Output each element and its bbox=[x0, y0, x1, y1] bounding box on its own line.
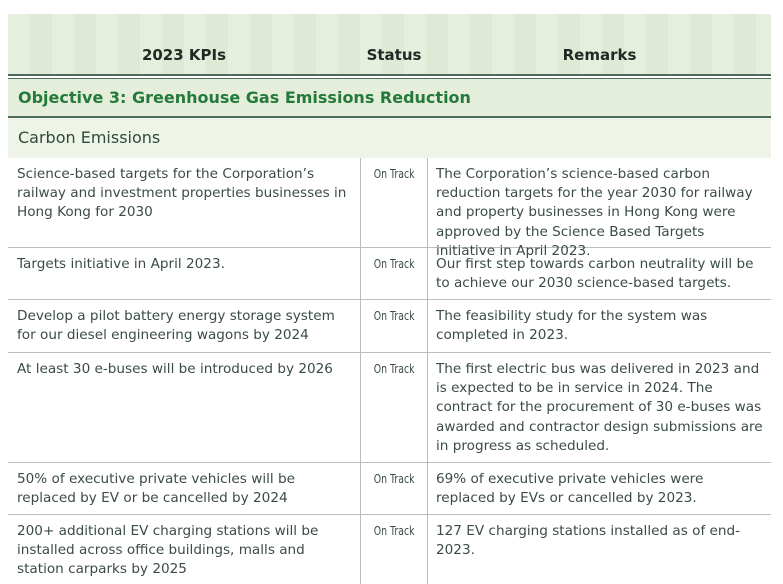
table-row: At least 30 e-buses will be introduced b… bbox=[8, 353, 771, 463]
status-text: On Track bbox=[373, 309, 415, 323]
remarks-cell: The feasibility study for the system was… bbox=[436, 308, 708, 344]
column-header: 2023 KPIs bbox=[141, 46, 227, 64]
table-header: 2023 KPIs Status Remarks bbox=[8, 14, 771, 76]
status-text: On Track bbox=[373, 362, 415, 376]
kpi-cell: Develop a pilot battery energy storage s… bbox=[17, 308, 335, 344]
kpi-cell: 200+ additional EV charging stations wil… bbox=[17, 523, 319, 578]
status-cell: On Track bbox=[360, 353, 428, 462]
objective-heading: Objective 3: Greenhouse Gas Emissions Re… bbox=[8, 78, 771, 118]
column-header: Remarks bbox=[562, 46, 637, 64]
status-text: On Track bbox=[373, 472, 415, 486]
kpi-cell: Science-based targets for the Corporatio… bbox=[17, 166, 347, 221]
status-text: On Track bbox=[373, 524, 415, 538]
remarks-cell: 69% of executive private vehicles were r… bbox=[436, 471, 704, 507]
status-cell: On Track bbox=[360, 158, 428, 247]
column-header: Status bbox=[366, 46, 422, 64]
status-text: On Track bbox=[373, 167, 415, 181]
table-row: 200+ additional EV charging stations wil… bbox=[8, 515, 771, 584]
table-row: 50% of executive private vehicles will b… bbox=[8, 463, 771, 515]
status-text: On Track bbox=[373, 257, 415, 271]
remarks-cell: 127 EV charging stations installed as of… bbox=[436, 523, 741, 559]
status-cell: On Track bbox=[360, 515, 428, 584]
status-cell: On Track bbox=[360, 300, 428, 352]
status-cell: On Track bbox=[360, 463, 428, 514]
section-heading: Carbon Emissions bbox=[8, 118, 771, 158]
kpi-cell: At least 30 e-buses will be introduced b… bbox=[17, 361, 333, 377]
remarks-cell: Our first step towards carbon neutrality… bbox=[436, 256, 754, 292]
table-row: Develop a pilot battery energy storage s… bbox=[8, 300, 771, 353]
table-row: Science-based targets for the Corporatio… bbox=[8, 158, 771, 259]
kpi-cell: Targets initiative in April 2023. bbox=[17, 256, 225, 272]
remarks-cell: The first electric bus was delivered in … bbox=[436, 361, 763, 454]
kpi-cell: 50% of executive private vehicles will b… bbox=[17, 471, 295, 507]
remarks-cell: The Corporation’s science-based carbon r… bbox=[436, 166, 753, 259]
status-cell: On Track bbox=[360, 248, 428, 299]
table-row: Targets initiative in April 2023. On Trac… bbox=[8, 248, 771, 300]
